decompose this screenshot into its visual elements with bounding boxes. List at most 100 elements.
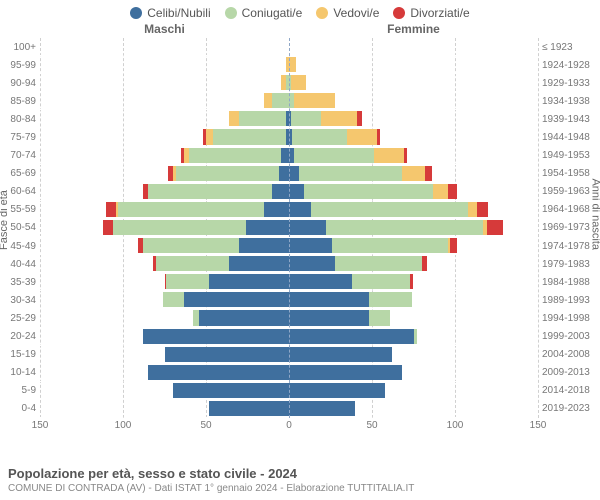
age-tick: 95-99 [0, 56, 40, 74]
birth-year-axis: ≤ 19231924-19281929-19331934-19381939-19… [538, 38, 600, 418]
bar-segment [118, 202, 264, 217]
bar-segment [281, 148, 289, 163]
bar-segment [369, 310, 391, 325]
age-tick: 15-19 [0, 346, 40, 364]
bar-segment [448, 184, 456, 199]
birth-tick: 1944-1948 [542, 128, 600, 146]
bar-segment [246, 220, 289, 235]
birth-tick: 1964-1968 [542, 201, 600, 219]
bar-segment [374, 148, 404, 163]
bar-row-male [40, 74, 289, 92]
bar-segment [279, 166, 289, 181]
bar-row-female [289, 328, 538, 346]
bar-row-male [40, 346, 289, 364]
bar-row-male [40, 110, 289, 128]
birth-tick: 2014-2018 [542, 382, 600, 400]
age-tick: 35-39 [0, 273, 40, 291]
bar-segment [289, 347, 392, 362]
age-tick: 85-89 [0, 92, 40, 110]
bar-segment [404, 148, 407, 163]
bar-segment [332, 238, 448, 253]
bar-row-female [289, 400, 538, 418]
age-tick: 70-74 [0, 147, 40, 165]
bar-segment [402, 166, 425, 181]
bar-segment [289, 401, 355, 416]
bar-segment [176, 166, 279, 181]
bar-segment [143, 329, 289, 344]
bar-row-female [289, 92, 538, 110]
bar-row-female [289, 110, 538, 128]
bar-segment [213, 129, 286, 144]
age-tick: 40-44 [0, 255, 40, 273]
age-tick: 50-54 [0, 219, 40, 237]
x-tick: 150 [32, 420, 49, 431]
x-axis: 15010050050100150 [0, 420, 600, 434]
bar-segment [289, 166, 299, 181]
legend-swatch [225, 7, 237, 19]
legend-swatch [316, 7, 328, 19]
bar-segment [113, 220, 246, 235]
bar-segment [264, 93, 272, 108]
chart-subtitle: COMUNE DI CONTRADA (AV) - Dati ISTAT 1° … [8, 483, 592, 494]
bar-row-male [40, 219, 289, 237]
bar-segment [229, 111, 239, 126]
bar-segment [289, 383, 385, 398]
bar-segment [272, 184, 289, 199]
bars-female [289, 38, 538, 418]
age-tick: 30-34 [0, 291, 40, 309]
birth-tick: ≤ 1923 [542, 38, 600, 56]
bar-segment [299, 166, 402, 181]
bar-row-male [40, 364, 289, 382]
bar-segment [425, 166, 432, 181]
age-axis: 100+95-9990-9485-8980-8475-7970-7465-696… [0, 38, 40, 418]
birth-tick: 1989-1993 [542, 291, 600, 309]
bar-segment [289, 329, 414, 344]
bar-segment [165, 347, 290, 362]
bar-row-female [289, 273, 538, 291]
bar-segment [450, 238, 457, 253]
bar-segment [304, 184, 433, 199]
bar-row-female [289, 382, 538, 400]
bar-row-female [289, 237, 538, 255]
bar-segment [103, 220, 113, 235]
bar-segment [239, 238, 289, 253]
birth-tick: 1979-1983 [542, 255, 600, 273]
bar-row-male [40, 237, 289, 255]
bar-segment [272, 93, 289, 108]
bar-segment [294, 93, 336, 108]
age-tick: 25-29 [0, 309, 40, 327]
bar-segment [357, 111, 362, 126]
bar-row-male [40, 309, 289, 327]
bar-row-female [289, 38, 538, 56]
bar-segment [143, 238, 239, 253]
bar-segment [289, 274, 352, 289]
bar-row-female [289, 346, 538, 364]
birth-tick: 1984-1988 [542, 273, 600, 291]
age-tick: 100+ [0, 38, 40, 56]
bar-row-female [289, 147, 538, 165]
bar-row-female [289, 74, 538, 92]
bar-segment [335, 256, 421, 271]
bar-segment [487, 220, 504, 235]
gridline [538, 38, 539, 418]
birth-tick: 1999-2003 [542, 328, 600, 346]
bar-segment [477, 202, 489, 217]
legend-swatch [130, 7, 142, 19]
bar-segment [239, 111, 285, 126]
age-tick: 5-9 [0, 382, 40, 400]
bars-male [40, 38, 289, 418]
bar-segment [193, 310, 200, 325]
legend: Celibi/NubiliConiugati/eVedovi/eDivorzia… [0, 0, 600, 22]
bar-row-female [289, 56, 538, 74]
birth-tick: 1974-1978 [542, 237, 600, 255]
legend-item: Vedovi/e [316, 6, 379, 20]
header-female: Femmine [289, 22, 538, 36]
bar-segment [106, 202, 116, 217]
age-tick: 90-94 [0, 74, 40, 92]
bar-row-female [289, 219, 538, 237]
bar-segment [209, 401, 289, 416]
bar-segment [311, 202, 469, 217]
x-tick: 50 [200, 420, 211, 431]
bar-segment [229, 256, 289, 271]
bar-row-male [40, 255, 289, 273]
